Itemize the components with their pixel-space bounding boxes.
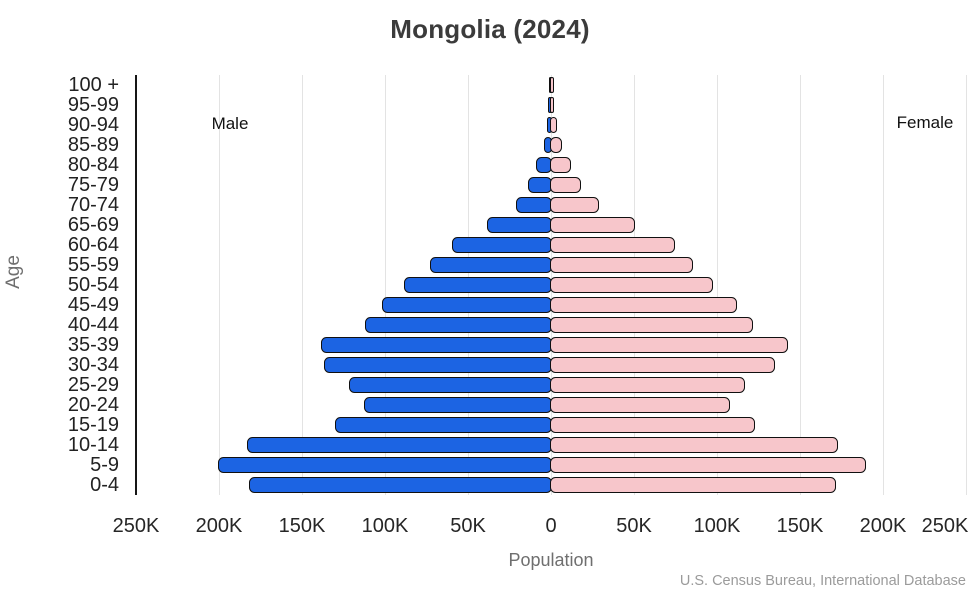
gridline: [800, 75, 801, 495]
age-tick-label: 70-74: [67, 194, 119, 216]
bar-male-30-34[interactable]: [323, 356, 553, 374]
bar-female-100+[interactable]: [549, 76, 554, 94]
bar-male-35-39[interactable]: [320, 336, 553, 354]
age-tick-label: 25-29: [67, 374, 119, 396]
x-tick-label: 250K: [112, 515, 160, 537]
bar-female-45-49[interactable]: [549, 296, 737, 314]
y-axis-line: [135, 75, 137, 495]
gridline: [302, 75, 303, 495]
x-tick-label: 200K: [195, 515, 243, 537]
chart-title: Mongolia (2024): [390, 14, 590, 44]
x-tick-label: 250K: [921, 515, 969, 537]
bar-male-65-69[interactable]: [486, 216, 553, 234]
bar-female-95-99[interactable]: [549, 96, 555, 114]
age-tick-label: 85-89: [67, 134, 119, 156]
bar-female-5-9[interactable]: [549, 456, 867, 474]
bar-male-10-14[interactable]: [247, 436, 553, 454]
age-tick-label: 35-39: [67, 334, 119, 356]
gridline: [385, 75, 386, 495]
x-axis-title: Population: [508, 550, 594, 570]
age-tick-label: 15-19: [67, 414, 119, 436]
age-tick-label: 30-34: [67, 354, 119, 376]
bar-male-25-29[interactable]: [348, 376, 553, 394]
y-axis-title: Age: [3, 255, 24, 289]
bar-male-70-74[interactable]: [516, 196, 553, 214]
age-tick-label: 100 +: [68, 74, 119, 96]
age-tick-label: 45-49: [67, 294, 119, 316]
male-series-label: Male: [211, 114, 249, 133]
bar-female-25-29[interactable]: [549, 376, 745, 394]
x-tick-label: 150K: [776, 515, 824, 537]
gridline: [219, 75, 220, 495]
age-tick-label: 5-9: [90, 454, 119, 476]
x-tick-label: 50K: [450, 515, 486, 537]
bar-female-70-74[interactable]: [549, 196, 599, 214]
bar-female-75-79[interactable]: [549, 176, 581, 194]
bar-female-10-14[interactable]: [549, 436, 838, 454]
bar-female-65-69[interactable]: [549, 216, 636, 234]
age-tick-label: 90-94: [67, 114, 119, 136]
bar-male-5-9[interactable]: [217, 456, 553, 474]
age-tick-label: 80-84: [67, 154, 119, 176]
bar-male-15-19[interactable]: [335, 416, 553, 434]
age-tick-label: 95-99: [67, 94, 119, 116]
bar-female-80-84[interactable]: [549, 156, 571, 174]
bar-female-15-19[interactable]: [549, 416, 755, 434]
bar-female-50-54[interactable]: [549, 276, 714, 294]
bar-male-60-64[interactable]: [451, 236, 553, 254]
age-tick-label: 40-44: [67, 314, 119, 336]
bar-female-30-34[interactable]: [549, 356, 775, 374]
age-tick-labels: 100 +95-99 90-94 85-89 80-84 75-79 70-74 65-69…: [0, 75, 128, 495]
age-tick-label: 50-54: [67, 274, 119, 296]
bar-female-40-44[interactable]: [549, 316, 754, 334]
source-note: U.S. Census Bureau, International Databa…: [679, 573, 966, 589]
bar-female-85-89[interactable]: [549, 136, 562, 154]
female-series-label: Female: [896, 113, 954, 132]
bar-male-40-44[interactable]: [365, 316, 553, 334]
x-tick-label: 150K: [278, 515, 326, 537]
bar-female-0-4[interactable]: [549, 476, 837, 494]
bar-female-35-39[interactable]: [549, 336, 789, 354]
bar-male-75-79[interactable]: [528, 176, 553, 194]
age-tick-label: 0-4: [90, 474, 119, 496]
gridline: [966, 75, 967, 495]
x-tick-label: 0: [545, 515, 557, 537]
age-tick-label: 65-69: [67, 214, 119, 236]
age-tick-label: 75-79: [67, 174, 119, 196]
x-tick-label: 200K: [859, 515, 907, 537]
x-tick-label: 100K: [361, 515, 409, 537]
bar-male-55-59[interactable]: [430, 256, 553, 274]
age-tick-label: 10-14: [67, 434, 119, 456]
bar-female-60-64[interactable]: [549, 236, 676, 254]
bar-female-20-24[interactable]: [549, 396, 730, 414]
age-tick-label: 60-64: [67, 234, 119, 256]
x-tick-label: 100K: [693, 515, 741, 537]
plot-area: Male Female: [135, 75, 967, 495]
bar-male-20-24[interactable]: [363, 396, 553, 414]
gridline: [717, 75, 718, 495]
bar-male-50-54[interactable]: [403, 276, 553, 294]
bar-male-45-49[interactable]: [381, 296, 553, 314]
gridline: [883, 75, 884, 495]
bar-female-55-59[interactable]: [549, 256, 694, 274]
age-tick-label: 55-59: [67, 254, 119, 276]
x-tick-labels: 250K 200K 150K 100K 50K 0 50K 100K 150K 200K 250K: [113, 514, 969, 538]
bar-female-90-94[interactable]: [549, 116, 558, 134]
bar-male-0-4[interactable]: [249, 476, 553, 494]
age-tick-label: 20-24: [67, 394, 119, 416]
x-tick-label: 50K: [616, 515, 652, 537]
